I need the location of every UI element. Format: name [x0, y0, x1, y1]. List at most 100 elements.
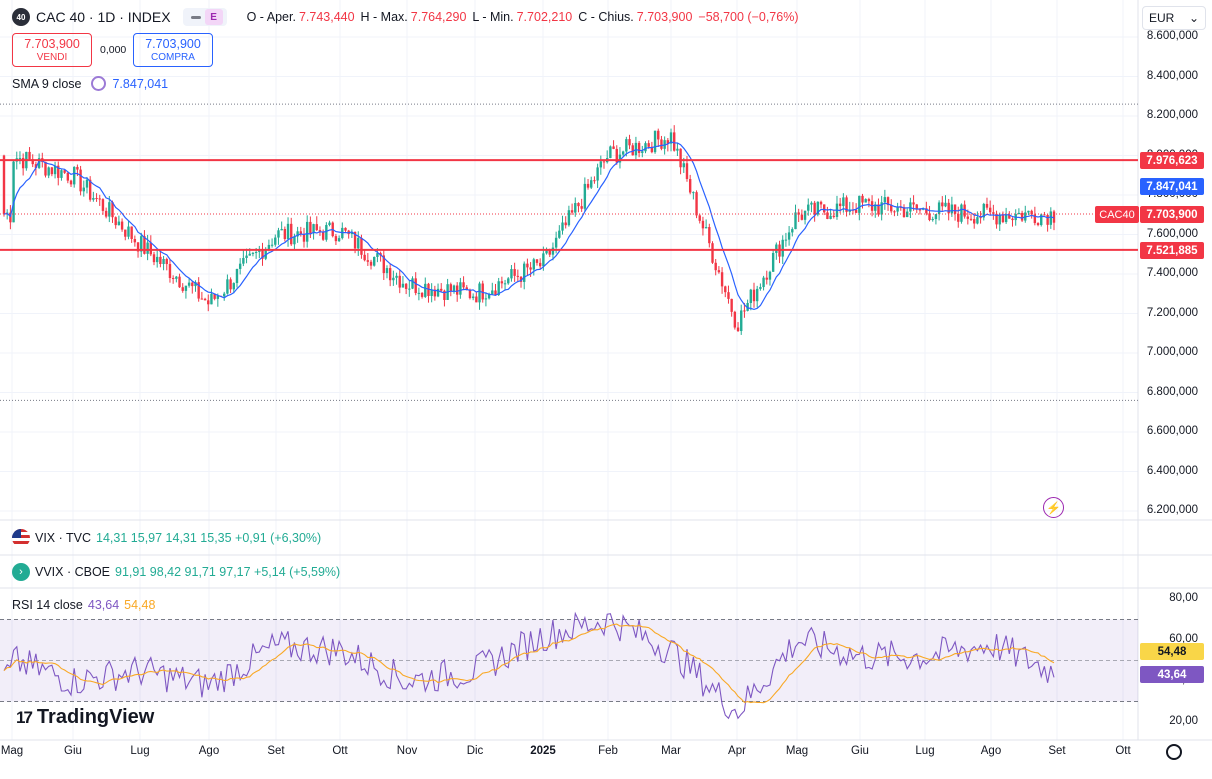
- candle-body: [803, 210, 807, 220]
- candle-body: [823, 204, 826, 213]
- candle-body: [101, 199, 105, 211]
- candle-body: [507, 278, 510, 284]
- sma-legend[interactable]: SMA 9 close 7.847,041: [12, 76, 168, 91]
- candle-body: [309, 221, 312, 234]
- buy-button[interactable]: 7.703,900 COMPRA: [133, 33, 213, 67]
- candle-body: [653, 130, 657, 153]
- rsi-tag: 43,64: [1140, 666, 1204, 683]
- candle-body: [162, 258, 165, 265]
- sell-price: 7.703,900: [24, 37, 80, 51]
- candle-body: [203, 298, 207, 301]
- candle-body: [120, 221, 124, 230]
- candle-body: [392, 277, 395, 281]
- candle-body: [433, 289, 437, 297]
- candle-body: [152, 254, 156, 263]
- candle-body: [590, 180, 593, 188]
- candle-body: [1011, 218, 1014, 221]
- candle-body: [363, 254, 366, 261]
- settings-gear-icon[interactable]: [1166, 744, 1182, 760]
- sma-value: 7.847,041: [112, 76, 169, 91]
- rsi-legend[interactable]: RSI 14 close 43,64 54,48: [12, 598, 155, 612]
- candle-body: [516, 275, 520, 277]
- candle-body: [998, 215, 1001, 225]
- candle-body: [685, 163, 689, 180]
- candle-body: [602, 161, 606, 163]
- candle-body: [743, 310, 746, 312]
- candle-body: [31, 159, 34, 165]
- candle-body: [226, 279, 229, 294]
- candle-body: [650, 146, 654, 153]
- support-price-tag: 7.521,885: [1140, 242, 1204, 259]
- time-axis-label: Dic: [466, 745, 484, 757]
- sell-button[interactable]: 7.703,900 VENDI: [12, 33, 92, 67]
- candle-body: [302, 234, 306, 242]
- candle-body: [280, 228, 283, 231]
- candle-body: [424, 283, 427, 297]
- candle-body: [312, 224, 315, 234]
- candle-body: [883, 197, 887, 203]
- resistance-price-tag: 7.976,623: [1140, 152, 1204, 169]
- candle-body: [181, 287, 184, 291]
- candle-body: [1052, 211, 1056, 223]
- candle-body: [440, 288, 443, 291]
- candle-body: [1036, 223, 1040, 226]
- symbol-price-tag: CAC40: [1095, 206, 1139, 223]
- price-axis-label: 8.600,000: [1146, 30, 1198, 42]
- candle-body: [791, 229, 794, 233]
- candle-body: [794, 212, 797, 230]
- time-axis-label: Apr: [728, 745, 746, 757]
- candle-body: [404, 283, 408, 290]
- candle-body: [494, 290, 497, 296]
- candle-body: [676, 148, 679, 151]
- candle-body: [1033, 214, 1037, 224]
- candle-body: [481, 283, 484, 300]
- symbol-title[interactable]: CAC 40 · 1D · INDEX: [36, 9, 171, 25]
- open-value: 7.743,440: [298, 10, 355, 24]
- candle-body: [1008, 214, 1011, 219]
- candle-body: [941, 202, 944, 207]
- candle-body: [82, 187, 85, 192]
- candle-body: [127, 226, 130, 237]
- candle-body: [771, 252, 775, 272]
- candle-body: [63, 170, 66, 173]
- candle-body: [66, 172, 70, 181]
- candle-body: [414, 278, 417, 294]
- candle-body: [449, 284, 453, 292]
- candle-body: [369, 261, 373, 266]
- tradingview-logo[interactable]: 17 TradingView: [16, 706, 154, 729]
- vix-legend[interactable]: VIX · TVC 14,31 15,97 14,31 15,35 +0,91 …: [12, 529, 321, 547]
- candle-body: [136, 242, 140, 252]
- candle-body: [28, 151, 31, 160]
- candle-body: [207, 300, 210, 305]
- rsi-ma-line: [3, 623, 1055, 704]
- candle-body: [251, 252, 255, 254]
- candle-body: [637, 142, 641, 153]
- candle-body: [890, 205, 893, 212]
- vix-values: 14,31 15,97 14,31 15,35 +0,91 (+6,30%): [96, 531, 322, 545]
- candle-body: [711, 243, 714, 263]
- candle-body: [784, 239, 788, 241]
- lightning-icon[interactable]: ⚡: [1043, 497, 1064, 518]
- vvix-legend[interactable]: › VVIX · CBOE 91,91 98,42 91,71 97,17 +5…: [12, 563, 340, 581]
- candle-body: [621, 151, 625, 155]
- currency-select[interactable]: EUR ⌄: [1142, 6, 1206, 30]
- change-value: −58,700 (−0,76%): [698, 10, 799, 24]
- candle-body: [229, 279, 232, 290]
- candle-body: [714, 262, 717, 271]
- candle-body: [727, 292, 730, 299]
- chevron-down-icon: ⌄: [1188, 11, 1199, 25]
- candle-body: [679, 148, 682, 168]
- candle-body: [724, 286, 727, 293]
- price-axis-label: 7.200,000: [1146, 306, 1198, 319]
- candle-body: [382, 255, 385, 274]
- candle-body: [398, 275, 401, 288]
- candle-body: [957, 213, 960, 222]
- candle-body: [283, 228, 287, 240]
- candle-body: [915, 204, 918, 210]
- candle-body: [248, 253, 251, 256]
- vvix-label: VVIX · CBOE: [35, 565, 111, 579]
- market-status-chip[interactable]: E: [182, 8, 227, 26]
- vix-label: VIX · TVC: [35, 531, 92, 545]
- candle-body: [258, 250, 261, 252]
